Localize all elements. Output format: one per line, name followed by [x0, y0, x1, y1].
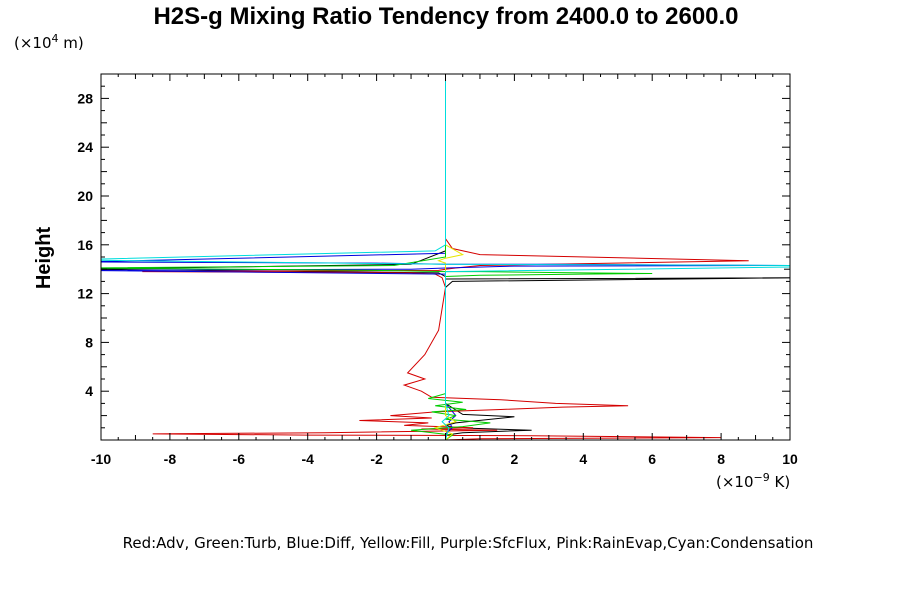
x-tick-label: 8 [717, 451, 725, 467]
x-tick-label: -6 [233, 451, 246, 467]
x-tick-label: 0 [442, 451, 450, 467]
y-tick-label: 16 [77, 237, 93, 253]
series-group [101, 74, 790, 440]
y-tick-label: 4 [85, 383, 93, 399]
series-line-adv [142, 74, 749, 440]
x-tick-label: 2 [511, 451, 519, 467]
y-unit-exponent: 4 [52, 32, 59, 45]
y-tick-label: 24 [77, 139, 93, 155]
series-line-fill [433, 74, 465, 440]
y-tick-label: 20 [77, 188, 93, 204]
y-unit-prefix: (×10 [14, 34, 52, 52]
x-unit-prefix: (×10 [716, 473, 754, 491]
x-tick-label: -2 [370, 451, 383, 467]
y-tick-label: 8 [85, 334, 93, 350]
y-tick-label: 12 [77, 286, 93, 302]
x-tick-label: -10 [91, 451, 111, 467]
series-line-cond [101, 74, 790, 440]
y-tick-label: 28 [77, 90, 93, 106]
y-axis-label: Height [33, 227, 55, 290]
x-tick-label: 10 [782, 451, 798, 467]
x-tick-label: -8 [164, 451, 177, 467]
x-unit-label: (×10−9 K) [716, 471, 790, 491]
chart-title: H2S-g Mixing Ratio Tendency from 2400.0 … [153, 3, 738, 30]
x-tick-label: 6 [648, 451, 656, 467]
x-unit-exponent: −9 [754, 471, 770, 484]
x-unit-suffix: K) [770, 473, 790, 491]
y-unit-label: (×104 m) [14, 32, 84, 52]
x-tick-label: 4 [579, 451, 587, 467]
x-tick-label: -4 [301, 451, 314, 467]
legend-text: Red:Adv, Green:Turb, Blue:Diff, Yellow:F… [123, 534, 814, 552]
y-unit-suffix: m) [59, 34, 84, 52]
